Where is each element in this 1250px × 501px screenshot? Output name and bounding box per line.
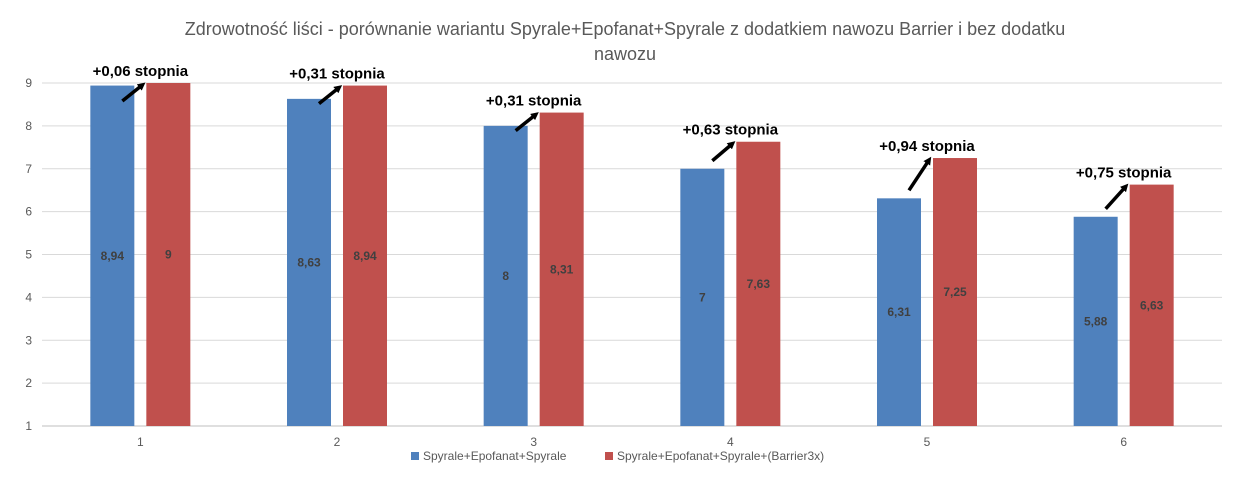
bar-series-1-cat-3	[483, 125, 528, 426]
data-label: 9	[165, 248, 172, 262]
y-tick-label: 1	[25, 419, 32, 433]
bar-series-2-cat-5	[933, 158, 977, 426]
annotation-label: +0,31 stopnia	[289, 66, 385, 83]
annotation-label: +0,94 stopnia	[879, 138, 975, 155]
annotation-arrow	[907, 156, 932, 192]
data-label: 6,63	[1140, 298, 1164, 312]
data-label: 7	[699, 290, 706, 304]
annotation-arrow	[1104, 183, 1129, 210]
annotation-label: +0,06 stopnia	[93, 63, 189, 80]
bar-series-2-cat-3	[539, 112, 584, 427]
annotation-label: +0,75 stopnia	[1076, 165, 1172, 182]
bar-series-2-cat-4	[736, 141, 781, 426]
gridlines	[42, 82, 1222, 427]
data-label: 7,25	[943, 285, 967, 299]
chart-title-line1: Zdrowotność liści - porównanie wariantu …	[185, 19, 1065, 39]
y-tick-label: 5	[25, 248, 32, 262]
bar-series-1-cat-5	[877, 198, 921, 426]
data-label: 8,63	[297, 255, 321, 269]
annotation-label: +0,63 stopnia	[683, 122, 779, 139]
y-tick-label: 9	[25, 76, 32, 90]
y-tick-label: 7	[25, 162, 32, 176]
annotation-label: +0,31 stopnia	[486, 93, 582, 110]
x-axis-ticks: 1 2 3 4 5 6	[137, 435, 1127, 449]
data-label: 7,63	[747, 277, 771, 291]
bar-series-2-cat-6	[1129, 184, 1174, 426]
x-tick-label: 4	[727, 435, 734, 449]
bar-series-1-cat-2	[287, 98, 331, 427]
legend-label: Spyrale+Epofanat+Spyrale	[423, 449, 567, 463]
y-axis-ticks: 1 2 3 4 5 6 7 8 9	[25, 76, 32, 433]
bar-series-2-cat-2	[343, 85, 387, 426]
x-tick-label: 2	[334, 435, 341, 449]
bars: 8,94 9 8,63 8,94 8 8,31 7 7,63 6,31 7,25 5,88 6,63	[90, 83, 1174, 427]
data-label: 8,94	[353, 249, 377, 263]
y-tick-label: 6	[25, 205, 32, 219]
x-tick-label: 5	[924, 435, 931, 449]
chart-title-line2: nawozu	[594, 44, 656, 64]
legend-swatch	[411, 452, 419, 460]
data-label: 5,88	[1084, 314, 1108, 328]
y-tick-label: 2	[25, 376, 32, 390]
y-tick-label: 3	[25, 333, 32, 347]
legend: Spyrale+Epofanat+Spyrale Spyrale+Epofanat…	[411, 449, 824, 463]
bar-series-1-cat-6	[1073, 216, 1118, 426]
bar-series-2-cat-1	[146, 83, 191, 426]
legend-label: Spyrale+Epofanat+Spyrale+(Barrier3x)	[617, 449, 824, 463]
bar-series-1-cat-4	[680, 168, 725, 426]
y-tick-label: 4	[25, 290, 32, 304]
y-tick-label: 8	[25, 119, 32, 133]
annotations: +0,06 stopnia +0,31 stopnia +0,31 stopnia +…	[93, 63, 1172, 210]
data-label: 8	[502, 269, 509, 283]
bar-series-1-cat-1	[90, 85, 135, 426]
data-label: 6,31	[887, 305, 911, 319]
annotation-arrow	[514, 112, 539, 132]
data-label: 8,31	[550, 262, 574, 276]
x-tick-label: 3	[530, 435, 537, 449]
annotation-arrow	[711, 141, 736, 163]
data-label: 8,94	[101, 249, 125, 263]
annotation-arrow	[121, 82, 146, 103]
legend-swatch	[605, 452, 613, 460]
x-tick-label: 6	[1120, 435, 1127, 449]
annotation-arrow	[317, 85, 343, 105]
x-tick-label: 1	[137, 435, 144, 449]
